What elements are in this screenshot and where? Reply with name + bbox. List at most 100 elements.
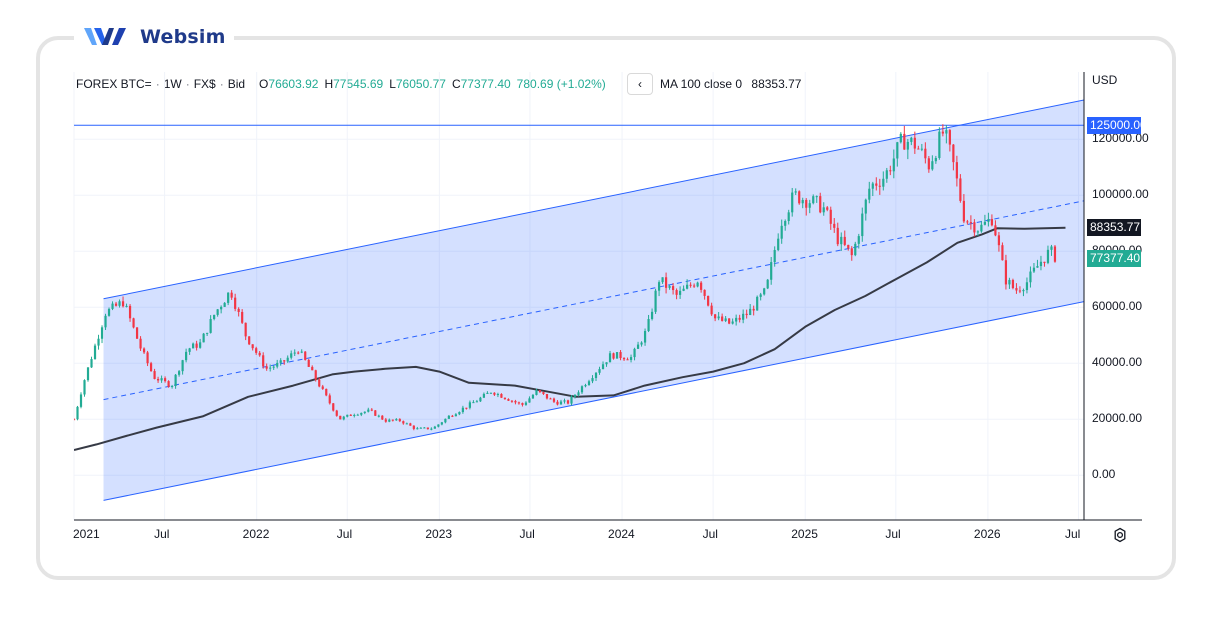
candle-body	[188, 348, 191, 352]
candle-body	[170, 385, 174, 387]
ma-legend-label: MA 100 close 0	[660, 77, 743, 91]
candle-body	[721, 316, 724, 321]
candle-body	[321, 386, 324, 389]
candle-body	[808, 203, 811, 208]
candle-body	[938, 131, 941, 158]
candle-body	[468, 402, 471, 408]
time-tick-label: Jul	[702, 527, 718, 541]
candle-body	[682, 288, 685, 291]
candle-body	[437, 424, 440, 427]
candle-body	[185, 351, 188, 361]
candle-body	[952, 144, 955, 163]
price-tick-label: 40000.00	[1092, 355, 1143, 370]
candle-body	[934, 157, 937, 162]
candle-body	[643, 331, 647, 343]
candle-body	[265, 366, 268, 369]
candle-body	[192, 343, 195, 349]
candle-body	[580, 386, 584, 393]
candle-body	[812, 196, 815, 204]
legend-low: 76050.77	[395, 77, 446, 91]
candle-body	[121, 301, 125, 307]
collapse-legend-button[interactable]: ‹	[627, 73, 653, 95]
candle-body	[272, 366, 275, 368]
candle-body	[864, 199, 867, 214]
candle-body	[770, 262, 773, 280]
legend-dot: ·	[219, 77, 224, 91]
legend-interval[interactable]: 1W	[163, 77, 182, 91]
candle-body	[524, 402, 528, 405]
candle-body	[79, 394, 83, 407]
candle-body	[97, 338, 100, 346]
candle-body	[535, 390, 538, 395]
candle-body	[787, 212, 790, 222]
candle-body	[903, 133, 906, 150]
candle-body	[493, 392, 496, 395]
candle-body	[990, 219, 994, 226]
candle-body	[440, 422, 443, 425]
candle-body	[622, 358, 626, 360]
candle-body	[202, 333, 205, 343]
candle-body	[521, 403, 524, 405]
candle-body	[1046, 249, 1050, 263]
candle-body	[591, 378, 594, 382]
candle-body	[868, 188, 871, 200]
candle-body	[861, 213, 864, 237]
candle-body	[615, 352, 619, 359]
candle-body	[174, 374, 177, 386]
candle-body	[234, 297, 237, 309]
candle-body	[1015, 288, 1018, 291]
time-tick-label: 2024	[608, 527, 635, 541]
candle-body	[472, 402, 475, 404]
candle-body	[1001, 245, 1004, 261]
candle-body	[542, 391, 545, 395]
gear-icon[interactable]	[1112, 527, 1128, 543]
candle-body	[86, 367, 90, 381]
candle-body	[784, 221, 787, 226]
candle-body	[980, 224, 983, 232]
candle-body	[1025, 282, 1029, 291]
candle-body	[426, 427, 429, 430]
candle-body	[395, 419, 398, 421]
legend-low-label: L	[389, 77, 396, 91]
time-tick-label: 2025	[791, 527, 818, 541]
candle-body	[594, 372, 598, 379]
candle-body	[700, 282, 703, 290]
candle-body	[135, 327, 139, 339]
candle-body	[507, 399, 510, 401]
candle-body	[349, 414, 352, 416]
legend-high: 77545.69	[333, 77, 384, 91]
candle-body	[661, 277, 664, 283]
candle-body	[142, 348, 146, 353]
candle-body	[1032, 267, 1036, 272]
candle-body	[654, 290, 657, 312]
candle-body	[931, 161, 934, 170]
candle-body	[486, 392, 489, 394]
candle-body	[1011, 279, 1015, 289]
candle-body	[1039, 261, 1043, 267]
candle-body	[461, 407, 464, 413]
channel-lower-line	[103, 301, 1084, 501]
ma-line	[74, 226, 1066, 451]
candle-body	[314, 370, 317, 380]
candle-body	[819, 196, 822, 213]
candle-body	[924, 148, 927, 159]
time-tick-label: 2021	[73, 527, 100, 541]
candle-body	[114, 303, 118, 306]
price-tick-label: 100000.00	[1092, 187, 1149, 202]
ma-legend[interactable]: MA 100 close 0 88353.77	[660, 77, 801, 91]
legend-symbol[interactable]: FOREX BTC=	[76, 77, 152, 91]
candle-body	[356, 414, 359, 416]
candle-body	[899, 133, 902, 143]
legend-dot: ·	[185, 77, 190, 91]
candle-body	[871, 183, 874, 189]
candle-body	[181, 360, 184, 372]
candle-body	[230, 292, 233, 298]
candle-body	[728, 318, 731, 324]
candle-body	[545, 394, 549, 399]
candle-body	[496, 394, 500, 396]
candle-body	[906, 141, 909, 150]
candle-body	[430, 428, 433, 430]
candle-body	[111, 303, 114, 309]
candle-body	[503, 397, 507, 400]
